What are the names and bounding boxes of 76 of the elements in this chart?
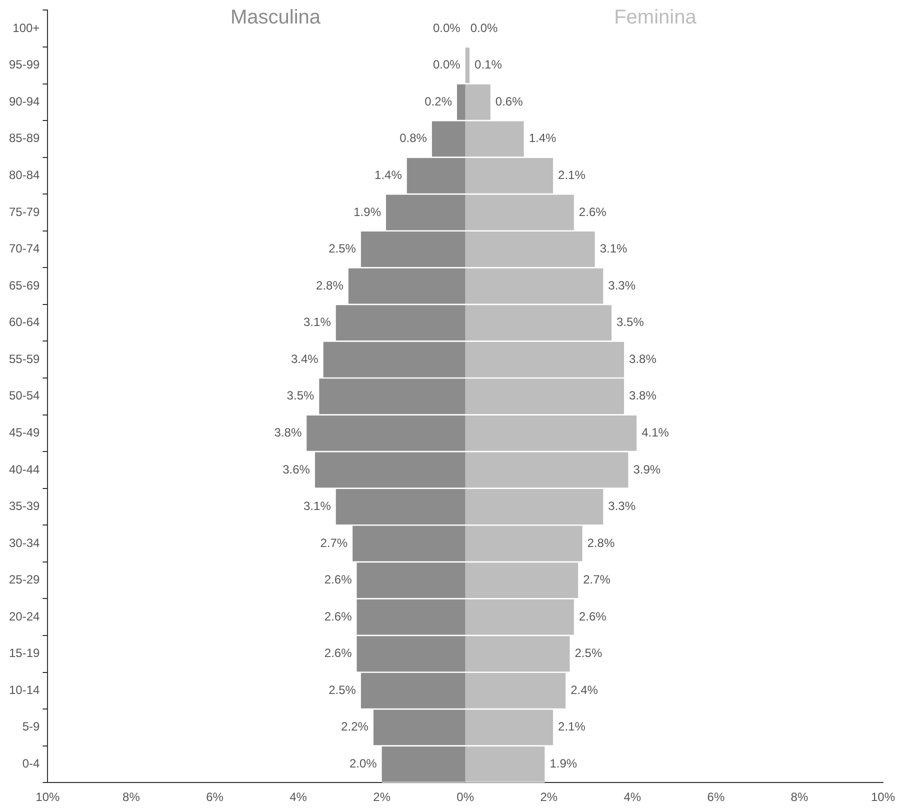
x-tick-label: 8%	[122, 790, 140, 804]
data-label: 2.6%	[578, 609, 607, 624]
data-label: 0.0%	[470, 20, 498, 35]
data-label: 2.6%	[324, 609, 352, 624]
data-label: 4.1%	[642, 425, 670, 440]
x-tick-label: 10%	[870, 790, 896, 804]
data-label: 0.0%	[432, 20, 461, 35]
y-tick-label: 40-44	[8, 462, 40, 476]
data-label: 2.6%	[324, 646, 352, 660]
y-tick-label: 60-64	[8, 315, 40, 330]
data-label: 1.4%	[528, 131, 556, 146]
x-tick-label: 2%	[373, 790, 391, 804]
data-label: 1.9%	[354, 204, 382, 219]
y-tick-label: 65-69	[8, 278, 40, 292]
data-label: 0.6%	[495, 94, 524, 108]
y-tick-label: 0-4	[22, 756, 40, 771]
data-label: 0.1%	[474, 58, 502, 72]
data-label: 2.6%	[324, 572, 352, 587]
y-tick-label: 30-34	[8, 536, 40, 550]
data-label: 3.1%	[304, 499, 332, 514]
data-label: 3.5%	[286, 388, 314, 403]
data-label: 0.8%	[400, 131, 428, 146]
y-tick-label: 95-99	[8, 58, 40, 72]
y-tick-label: 10-14	[8, 682, 40, 697]
y-tick-label: 45-49	[8, 425, 40, 440]
y-tick-label: 35-39	[8, 499, 40, 514]
y-tick-label: 5-9	[22, 720, 40, 734]
data-label: 2.4%	[570, 682, 598, 697]
y-tick-label: 55-59	[8, 352, 40, 366]
data-label: 1.4%	[374, 168, 402, 182]
data-label: 2.5%	[328, 242, 356, 256]
data-label: 2.8%	[316, 278, 344, 292]
data-label: 3.8%	[274, 425, 302, 440]
y-tick-label: 20-24	[8, 609, 40, 624]
y-tick-label: 80-84	[8, 168, 40, 182]
data-label: 2.7%	[320, 536, 348, 550]
data-label: 2.5%	[574, 646, 602, 660]
data-label: 2.2%	[341, 720, 369, 734]
x-tick-label: 0%	[456, 790, 474, 804]
data-label: 3.1%	[600, 242, 628, 256]
x-tick-label: 8%	[790, 790, 808, 804]
data-label: 3.4%	[290, 352, 319, 366]
x-tick-label: 4%	[290, 790, 308, 804]
data-label: 3.5%	[616, 315, 644, 330]
y-tick-label: 85-89	[8, 131, 40, 146]
data-label: 2.5%	[328, 682, 356, 697]
x-tick-label: 6%	[707, 790, 725, 804]
data-label: 2.8%	[587, 536, 615, 550]
data-label: 3.3%	[608, 278, 636, 292]
data-label: 2.1%	[558, 720, 586, 734]
y-tick-label: 70-74	[8, 242, 40, 256]
x-tick-label: 2%	[540, 790, 558, 804]
data-label: 0.2%	[424, 94, 452, 108]
y-tick-label: 90-94	[8, 94, 40, 108]
x-tick-label: 6%	[206, 790, 224, 804]
x-tick-label: 4%	[624, 790, 642, 804]
data-label: 3.9%	[633, 462, 661, 476]
data-label: 3.1%	[304, 315, 332, 330]
data-label: 2.0%	[349, 756, 378, 771]
y-tick-label: 50-54	[8, 388, 40, 403]
y-tick-label: 15-19	[8, 646, 40, 660]
data-label: 2.1%	[558, 168, 586, 182]
text: Masculina	[230, 6, 322, 29]
data-label: 3.8%	[629, 388, 657, 403]
y-tick-label: 75-79	[8, 204, 40, 219]
y-tick-label: 100+	[12, 20, 40, 35]
data-label: 3.3%	[608, 499, 636, 514]
y-tick-label: 25-29	[8, 572, 40, 587]
data-label: 3.6%	[282, 462, 310, 476]
x-tick-label: 10%	[36, 790, 60, 804]
text: Feminina	[614, 6, 698, 29]
data-label: 2.7%	[583, 572, 611, 587]
data-label: 2.6%	[578, 204, 607, 219]
data-label: 1.9%	[550, 756, 578, 771]
data-label: 3.8%	[629, 352, 657, 366]
data-label: 0.0%	[432, 58, 461, 72]
